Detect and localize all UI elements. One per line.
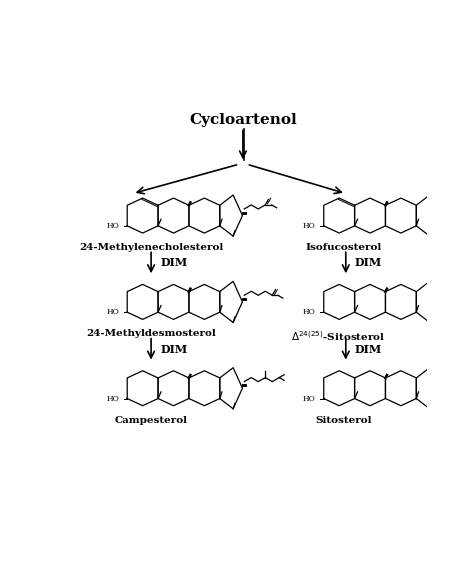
Text: HO: HO (303, 222, 316, 230)
Text: DIM: DIM (355, 257, 382, 268)
Text: DIM: DIM (355, 344, 382, 355)
Text: HO: HO (303, 395, 316, 403)
Text: Isofucosterol: Isofucosterol (306, 243, 382, 252)
Text: HO: HO (303, 308, 316, 316)
Text: 24-Methylenecholesterol: 24-Methylenecholesterol (79, 243, 223, 252)
Text: Sitosterol: Sitosterol (316, 416, 372, 425)
Text: DIM: DIM (160, 257, 188, 268)
Text: Cycloartenol: Cycloartenol (189, 113, 297, 127)
Text: HO: HO (106, 222, 119, 230)
Text: HO: HO (106, 308, 119, 316)
Text: Campesterol: Campesterol (115, 416, 188, 425)
Text: DIM: DIM (160, 344, 188, 355)
Text: $\Delta^{24(25)}$-Sitosterol: $\Delta^{24(25)}$-Sitosterol (291, 329, 386, 343)
Text: HO: HO (106, 395, 119, 403)
Text: 24-Methyldesmosterol: 24-Methyldesmosterol (86, 329, 216, 339)
